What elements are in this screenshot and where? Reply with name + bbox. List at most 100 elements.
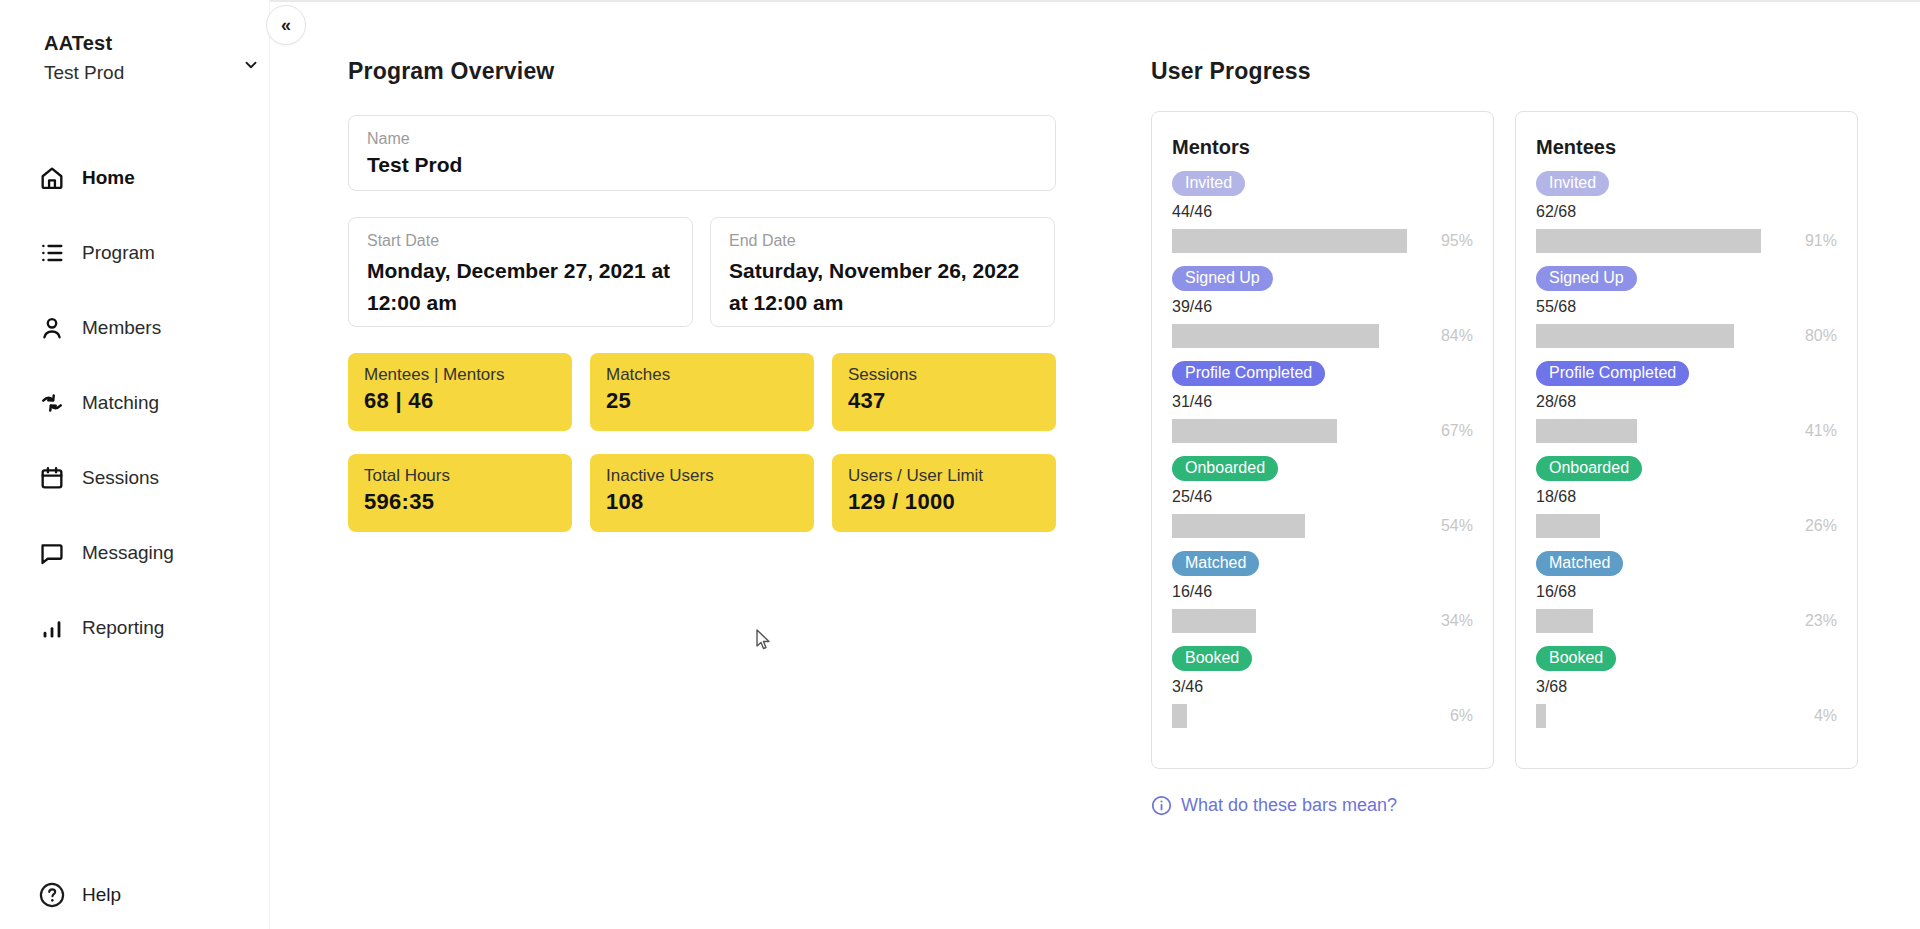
- stat-card: Mentees | Mentors 68 | 46: [348, 353, 572, 431]
- progress-row: Signed Up39/4684%: [1172, 266, 1473, 348]
- stage-percent: 54%: [1441, 514, 1473, 538]
- stage-count: 44/46: [1172, 203, 1473, 221]
- progress-bar: [1172, 514, 1419, 538]
- sidebar: AATest Test Prod « HomeProgramMembersMat…: [0, 0, 270, 929]
- members-icon: [38, 314, 66, 342]
- sidebar-item-label: Home: [82, 167, 135, 189]
- stage-percent: 41%: [1805, 419, 1837, 443]
- stat-value: 596:35: [364, 489, 556, 515]
- matching-icon: [38, 389, 66, 417]
- stage-percent: 4%: [1814, 704, 1837, 728]
- stage-badge: Matched: [1536, 551, 1623, 576]
- stat-card: Matches25: [590, 353, 814, 431]
- chevron-down-icon[interactable]: [242, 56, 260, 78]
- stat-value: 129 / 1000: [848, 489, 1040, 515]
- bars-legend-label: What do these bars mean?: [1181, 795, 1397, 816]
- progress-card-title: Mentors: [1172, 136, 1473, 159]
- stage-bar-line: 41%: [1536, 419, 1837, 443]
- stage-count: 55/68: [1536, 298, 1837, 316]
- sidebar-item-messaging[interactable]: Messaging: [0, 515, 270, 590]
- progress-bar: [1536, 419, 1783, 443]
- progress-row: Profile Completed28/6841%: [1536, 361, 1837, 443]
- stage-count: 31/46: [1172, 393, 1473, 411]
- sidebar-item-help[interactable]: Help: [38, 881, 121, 909]
- user-progress-title: User Progress: [1151, 58, 1311, 85]
- progress-bar: [1172, 229, 1419, 253]
- sidebar-item-label: Matching: [82, 392, 159, 414]
- progress-cards: MentorsInvited44/4695%Signed Up39/4684%P…: [1151, 111, 1858, 769]
- stage-badge: Onboarded: [1536, 456, 1642, 481]
- sidebar-item-sessions[interactable]: Sessions: [0, 440, 270, 515]
- program-selector[interactable]: AATest Test Prod: [44, 32, 244, 84]
- progress-row: Invited44/4695%: [1172, 171, 1473, 253]
- stage-percent: 34%: [1441, 609, 1473, 633]
- bars-legend-link[interactable]: What do these bars mean?: [1151, 795, 1397, 816]
- stat-card-grid: Mentees | Mentors 68 | 46 Matches25 Session…: [348, 353, 1056, 532]
- sidebar-item-program[interactable]: Program: [0, 215, 270, 290]
- stage-percent: 26%: [1805, 514, 1837, 538]
- stage-count: 3/68: [1536, 678, 1837, 696]
- stat-card: Total Hours 596:35: [348, 454, 572, 532]
- progress-row: Matched16/6823%: [1536, 551, 1837, 633]
- end-date-field[interactable]: End Date Saturday, November 26, 2022 at …: [710, 217, 1055, 327]
- stage-percent: 23%: [1805, 609, 1837, 633]
- stage-badge: Onboarded: [1172, 456, 1278, 481]
- stat-label: Users / User Limit: [848, 466, 1040, 486]
- progress-bar: [1172, 419, 1419, 443]
- stat-label: Mentees | Mentors: [364, 365, 556, 385]
- stat-label: Sessions: [848, 365, 1040, 385]
- stage-bar-line: 91%: [1536, 229, 1837, 253]
- stage-percent: 84%: [1441, 324, 1473, 348]
- mouse-cursor: [752, 628, 774, 656]
- messaging-icon: [38, 539, 66, 567]
- start-date-value: Monday, December 27, 2021 at 12:00 am: [367, 255, 674, 319]
- progress-row: Onboarded 18/68 26%: [1536, 456, 1837, 538]
- stat-label: Matches: [606, 365, 798, 385]
- stage-count: 18/68: [1536, 488, 1837, 506]
- stat-value: 108: [606, 489, 798, 515]
- stage-count: 62/68: [1536, 203, 1837, 221]
- sidebar-item-home[interactable]: Home: [0, 140, 270, 215]
- sessions-icon: [38, 464, 66, 492]
- progress-bar: [1536, 229, 1783, 253]
- stage-badge: Invited: [1536, 171, 1609, 196]
- sidebar-item-members[interactable]: Members: [0, 290, 270, 365]
- progress-row: Signed Up55/6880%: [1536, 266, 1837, 348]
- progress-card-mentors: MentorsInvited44/4695%Signed Up39/4684%P…: [1151, 111, 1494, 769]
- progress-bar: [1536, 514, 1783, 538]
- stage-count: 39/46: [1172, 298, 1473, 316]
- info-icon: [1151, 795, 1172, 816]
- start-date-label: Start Date: [367, 232, 674, 250]
- progress-bar: [1536, 324, 1783, 348]
- help-icon: [38, 881, 66, 909]
- stat-card: Inactive Users108: [590, 454, 814, 532]
- stage-bar-line: 23%: [1536, 609, 1837, 633]
- stat-label: Total Hours: [364, 466, 556, 486]
- stage-badge: Signed Up: [1536, 266, 1637, 291]
- stage-bar-line: 4%: [1536, 704, 1837, 728]
- progress-row: Booked3/466%: [1172, 646, 1473, 728]
- stage-badge: Booked: [1536, 646, 1616, 671]
- sidebar-item-reporting[interactable]: Reporting: [0, 590, 270, 665]
- progress-card-title: Mentees: [1536, 136, 1837, 159]
- sidebar-nav: Home ProgramMembers Matching Sessions Messag…: [0, 140, 270, 665]
- sidebar-item-matching[interactable]: Matching: [0, 365, 270, 440]
- stat-value: 68 | 46: [364, 388, 556, 414]
- stage-percent: 95%: [1441, 229, 1473, 253]
- stage-bar-line: 95%: [1172, 229, 1473, 253]
- stage-percent: 91%: [1805, 229, 1837, 253]
- program-selector-value: Test Prod: [44, 62, 244, 84]
- stage-count: 28/68: [1536, 393, 1837, 411]
- name-field-label: Name: [367, 130, 1037, 148]
- sidebar-item-label: Sessions: [82, 467, 159, 489]
- program-name-field[interactable]: Name Test Prod: [348, 115, 1056, 191]
- end-date-value: Saturday, November 26, 2022 at 12:00 am: [729, 255, 1036, 319]
- sidebar-collapse-button[interactable]: «: [266, 5, 306, 45]
- window-top-edge: [0, 0, 1920, 2]
- start-date-field[interactable]: Start Date Monday, December 27, 2021 at …: [348, 217, 693, 327]
- stage-count: 3/46: [1172, 678, 1473, 696]
- program-icon: [38, 239, 66, 267]
- stage-bar-line: 67%: [1172, 419, 1473, 443]
- stat-card: Users / User Limit 129 / 1000: [832, 454, 1056, 532]
- stage-count: 25/46: [1172, 488, 1473, 506]
